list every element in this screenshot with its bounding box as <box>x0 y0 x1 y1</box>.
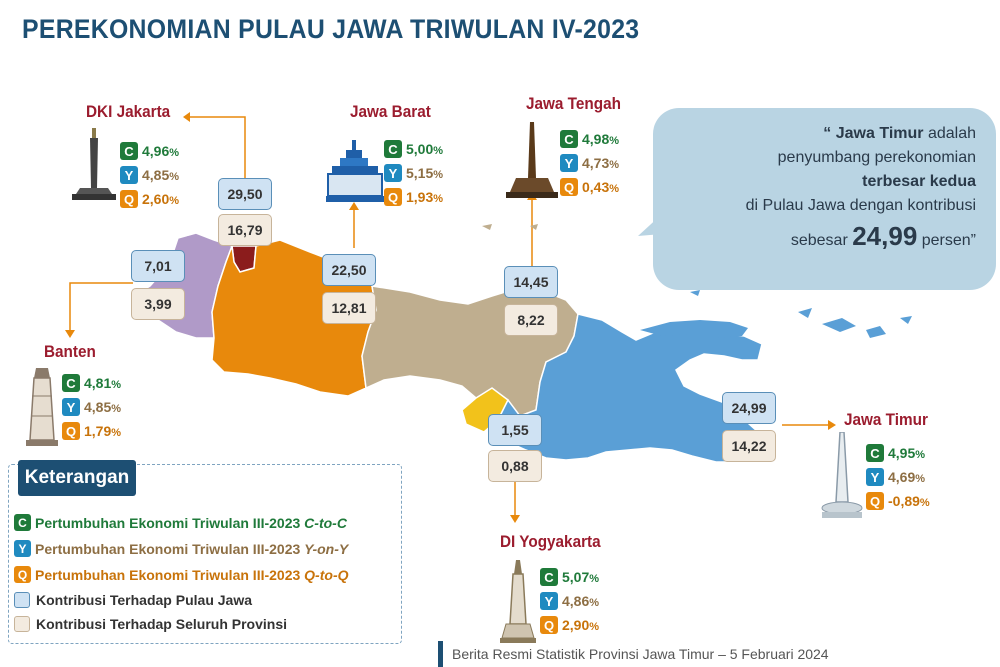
c-badge-icon: C <box>14 514 31 531</box>
diy-name: DI Yogyakarta <box>500 532 601 551</box>
y-badge-icon: Y <box>560 154 578 172</box>
q-badge-icon: Q <box>120 190 138 208</box>
quote-province: Jawa Timur <box>835 125 924 142</box>
banten-connector <box>69 282 133 330</box>
jateng-stats: C 4,98% Y 4,73% Q 0,43% <box>560 128 619 200</box>
jateng-q-value: 0,43 <box>582 179 610 195</box>
jateng-name: Jawa Tengah <box>526 94 621 113</box>
kontribusi-jawa-swatch <box>14 592 30 608</box>
q-badge-icon: Q <box>540 616 558 634</box>
c-badge-icon: C <box>866 444 884 462</box>
jateng-kontribusi-jawa: 14,45 <box>504 266 558 298</box>
banten-c-value: 4,81 <box>84 375 112 391</box>
quote-text: “ Jawa Timur adalah penyumbang perekonom… <box>745 125 976 251</box>
madura-island <box>640 320 748 338</box>
banten-kontribusi-provinsi: 3,99 <box>131 288 185 320</box>
jatim-stats: C 4,95% Y 4,69% Q -0,89% <box>866 442 930 514</box>
y-badge-icon: Y <box>62 398 80 416</box>
dki-stats: C 4,96% Y 4,85% Q 2,60% <box>120 140 179 212</box>
legend-item-y: Y Pertumbuhan Ekonomi Triwulan III-2023 … <box>14 540 348 557</box>
dki-kontribusi-jawa: 29,50 <box>218 178 272 210</box>
diy-kontribusi-jawa: 1,55 <box>488 414 542 446</box>
tugu-muda-icon <box>506 122 558 198</box>
y-badge-icon: Y <box>540 592 558 610</box>
jabar-stats: C 5,00% Y 5,15% Q 1,93% <box>384 138 443 210</box>
jatim-name: Jawa Timur <box>844 410 928 429</box>
tugu-jogja-icon <box>500 560 536 643</box>
banten-y-value: 4,85 <box>84 399 112 415</box>
diy-y-value: 4,86 <box>562 593 590 609</box>
jatim-kontribusi-provinsi: 14,22 <box>722 430 776 462</box>
jabar-q-value: 1,93 <box>406 189 434 205</box>
jabar-kontribusi-provinsi: 12,81 <box>322 292 376 324</box>
footer-accent <box>438 641 443 667</box>
jatim-y-value: 4,69 <box>888 469 916 485</box>
y-badge-icon: Y <box>120 166 138 184</box>
quote-tail-icon <box>638 214 662 236</box>
gedung-sate-icon <box>326 140 384 202</box>
jatim-c-value: 4,95 <box>888 445 916 461</box>
y-badge-icon: Y <box>384 164 402 182</box>
q-badge-icon: Q <box>560 178 578 196</box>
dki-kontribusi-provinsi: 16,79 <box>218 214 272 246</box>
jabar-kontribusi-jawa: 22,50 <box>322 254 376 286</box>
diy-kontribusi-provinsi: 0,88 <box>488 450 542 482</box>
quote-bubble <box>653 108 996 290</box>
legend-item-c: C Pertumbuhan Ekonomi Triwulan III-2023 … <box>14 514 347 531</box>
jateng-kontribusi-provinsi: 8,22 <box>504 304 558 336</box>
q-badge-icon: Q <box>866 492 884 510</box>
c-badge-icon: C <box>540 568 558 586</box>
jabar-c-value: 5,00 <box>406 141 434 157</box>
y-badge-icon: Y <box>866 468 884 486</box>
dki-q-value: 2,60 <box>142 191 170 207</box>
banten-stats: C 4,81% Y 4,85% Q 1,79% <box>62 372 121 444</box>
c-badge-icon: C <box>560 130 578 148</box>
diy-q-value: 2,90 <box>562 617 590 633</box>
legend-box <box>8 464 402 644</box>
dki-c-value: 4,96 <box>142 143 170 159</box>
jabar-y-value: 5,15 <box>406 165 434 181</box>
jatim-kontribusi-jawa: 24,99 <box>722 392 776 424</box>
banten-kontribusi-jawa: 7,01 <box>131 250 185 282</box>
footer-text: Berita Resmi Statistik Provinsi Jawa Tim… <box>452 645 829 662</box>
tugu-pahlawan-icon <box>821 432 863 518</box>
monas-icon <box>72 128 116 200</box>
q-badge-icon: Q <box>384 188 402 206</box>
legend-item-q: Q Pertumbuhan Ekonomi Triwulan III-2023 … <box>14 566 349 583</box>
dki-y-value: 4,85 <box>142 167 170 183</box>
menara-banten-icon <box>26 368 58 446</box>
jateng-y-value: 4,73 <box>582 155 610 171</box>
dki-connector <box>190 116 246 178</box>
legend-item-kontribusi-jawa: Kontribusi Terhadap Pulau Jawa <box>14 592 252 608</box>
diy-c-value: 5,07 <box>562 569 590 585</box>
diy-stats: C 5,07% Y 4,86% Q 2,90% <box>540 566 599 638</box>
jateng-c-value: 4,98 <box>582 131 610 147</box>
legend-item-kontribusi-provinsi: Kontribusi Terhadap Seluruh Provinsi <box>14 616 287 632</box>
kontribusi-provinsi-swatch <box>14 616 30 632</box>
jatim-q-value: -0,89 <box>888 493 920 509</box>
c-badge-icon: C <box>62 374 80 392</box>
q-badge-icon: Q <box>62 422 80 440</box>
banten-q-value: 1,79 <box>84 423 112 439</box>
dki-name: DKI Jakarta <box>86 102 171 121</box>
c-badge-icon: C <box>384 140 402 158</box>
jabar-name: Jawa Barat <box>350 102 431 121</box>
q-badge-icon: Q <box>14 566 31 583</box>
page-title: PEREKONOMIAN PULAU JAWA TRIWULAN IV-2023 <box>22 14 640 44</box>
banten-name: Banten <box>44 342 96 361</box>
c-badge-icon: C <box>120 142 138 160</box>
legend-title: Keterangan <box>18 460 136 496</box>
y-badge-icon: Y <box>14 540 31 557</box>
quote-value: 24,99 <box>852 221 918 251</box>
